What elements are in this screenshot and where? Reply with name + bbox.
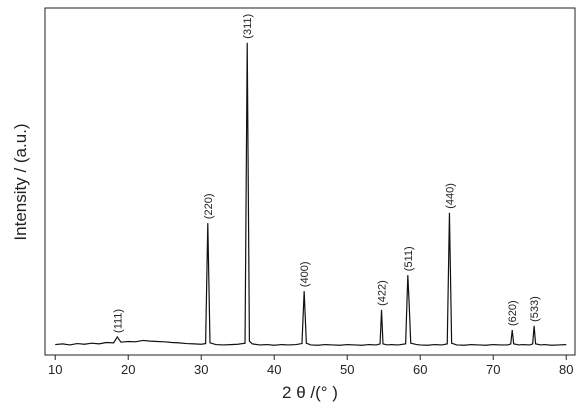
peak-label: (620)	[507, 300, 519, 326]
peak-label: (111)	[112, 309, 124, 333]
x-tick-label: 20	[121, 362, 135, 377]
peak-label: (533)	[529, 296, 541, 322]
x-tick-label: 10	[48, 362, 62, 377]
peak-label: (511)	[403, 246, 415, 271]
x-axis-label: 2 θ /(° )	[282, 383, 338, 402]
y-axis-label: Intensity / (a.u.)	[11, 123, 30, 240]
x-tick-label: 50	[340, 362, 354, 377]
plot-frame	[44, 7, 576, 356]
peak-label: (220)	[203, 193, 215, 219]
data-line	[55, 42, 567, 346]
peak-label: (422)	[377, 280, 389, 306]
x-tick-label: 30	[194, 362, 208, 377]
peak-label: (400)	[299, 261, 311, 287]
peak-label: (311)	[242, 14, 254, 39]
x-tick-label: 40	[267, 362, 281, 377]
x-tick-label: 80	[559, 362, 573, 377]
x-tick-label: 70	[486, 362, 500, 377]
x-tick-label: 60	[413, 362, 427, 377]
peak-label: (440)	[444, 183, 456, 209]
